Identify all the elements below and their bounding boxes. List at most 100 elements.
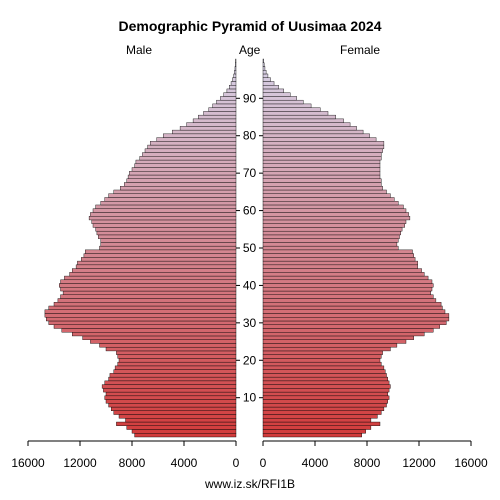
male-bar-age-47 [81, 257, 237, 262]
male-bar-age-9 [105, 399, 237, 404]
male-bar-age-15 [108, 376, 237, 382]
male-bar-age-43 [69, 272, 237, 277]
female-bar-age-88 [262, 103, 312, 108]
male-bar-age-25 [90, 339, 237, 344]
female-bar-age-25 [262, 339, 407, 344]
male-bar-age-81 [172, 129, 237, 135]
male-bar-age-53 [97, 234, 237, 239]
female-bar-age-91 [262, 92, 291, 97]
male-bar-age-65 [113, 189, 237, 194]
male-bar-age-17 [113, 369, 237, 374]
female-bar-age-97 [262, 70, 267, 75]
male-bar-age-2 [126, 425, 237, 430]
male-bar-age-5 [118, 414, 237, 419]
female-bar-age-59 [262, 212, 409, 217]
male-bar-age-58 [88, 215, 237, 221]
female-bar-age-20 [262, 358, 381, 363]
female-bar-age-79 [262, 137, 377, 142]
female-bar-age-9 [262, 399, 389, 404]
female-bar-age-52 [262, 238, 399, 243]
male-bar-age-20 [118, 358, 237, 363]
female-x-tick-label: 12000 [402, 456, 436, 470]
male-bar-age-36 [57, 298, 237, 303]
male-bar-age-16 [109, 373, 237, 378]
male-bar-age-97 [234, 70, 237, 75]
female-bar-age-13 [262, 384, 391, 389]
male-bar-age-11 [105, 391, 237, 397]
male-bar-age-52 [100, 238, 237, 243]
female-bar-age-70 [262, 171, 381, 176]
female-bar-age-55 [262, 227, 403, 232]
female-x-tick-label: 8000 [354, 456, 381, 470]
female-bar-age-98 [262, 66, 266, 71]
female-bar-age-35 [262, 302, 442, 307]
female-bar-age-66 [262, 186, 383, 191]
female-bar-age-50 [262, 245, 399, 251]
male-bar-age-48 [83, 253, 237, 258]
female-bar-age-45 [262, 264, 418, 269]
female-bar-age-47 [262, 257, 416, 262]
male-bar-age-96 [233, 73, 237, 78]
male-bar-age-75 [142, 152, 237, 157]
male-bar-age-7 [110, 406, 237, 412]
female-bar-age-27 [262, 332, 425, 337]
male-bar-age-14 [104, 380, 237, 385]
male-bar-age-32 [44, 313, 237, 318]
female-bar-age-16 [262, 373, 387, 378]
female-bar-age-100 [262, 58, 264, 63]
female-bar-age-3 [262, 421, 381, 426]
female-bar-age-93 [262, 84, 279, 90]
male-bar-age-95 [232, 77, 237, 82]
female-bar-age-8 [262, 403, 387, 408]
male-bar-age-57 [91, 219, 237, 224]
male-bar-age-13 [101, 384, 237, 389]
female-bar-age-72 [262, 163, 381, 168]
female-bar-age-6 [262, 410, 382, 415]
female-bar-age-43 [262, 272, 425, 277]
female-bar-age-56 [262, 223, 405, 228]
female-bar-age-54 [262, 230, 402, 236]
male-bar-age-72 [134, 163, 237, 168]
male-bars [44, 58, 237, 438]
male-bar-age-68 [126, 178, 237, 183]
female-bar-age-7 [262, 406, 385, 412]
male-bar-age-42 [64, 275, 237, 281]
age-tick-label: 80 [243, 129, 257, 143]
female-bar-age-82 [262, 126, 357, 131]
female-bar-age-46 [262, 260, 418, 266]
male-bar-age-24 [99, 343, 237, 348]
male-bar-age-71 [131, 167, 237, 172]
female-bar-age-92 [262, 88, 284, 93]
male-bar-age-93 [229, 84, 237, 90]
male-x-tick-label: 12000 [63, 456, 97, 470]
female-bar-age-34 [262, 305, 443, 310]
female-bar-age-86 [262, 111, 329, 116]
female-bar-age-78 [262, 141, 385, 146]
male-bar-age-76 [144, 148, 237, 153]
male-bar-age-49 [84, 249, 237, 254]
female-bar-age-32 [262, 313, 450, 318]
female-x-tick-label: 4000 [302, 456, 329, 470]
male-bar-age-94 [230, 81, 237, 86]
female-bar-age-33 [262, 309, 446, 314]
female-bar-age-10 [262, 395, 390, 400]
female-bar-age-40 [262, 283, 434, 288]
male-bar-age-64 [108, 193, 237, 198]
female-bar-age-44 [262, 268, 422, 273]
male-bar-age-83 [186, 122, 237, 127]
female-bar-age-38 [262, 290, 431, 295]
male-bar-age-41 [60, 279, 237, 284]
female-bar-age-63 [262, 197, 395, 202]
male-bar-age-91 [223, 92, 237, 97]
female-bar-age-28 [262, 328, 434, 333]
male-bar-age-19 [117, 361, 237, 367]
male-bar-age-59 [90, 212, 237, 217]
male-bar-age-85 [198, 114, 237, 120]
female-bar-age-48 [262, 253, 415, 258]
male-bar-age-82 [179, 126, 237, 131]
female-bar-age-18 [262, 365, 385, 370]
female-bar-age-69 [262, 174, 381, 179]
female-bar-age-5 [262, 414, 378, 419]
female-bar-age-95 [262, 77, 271, 82]
